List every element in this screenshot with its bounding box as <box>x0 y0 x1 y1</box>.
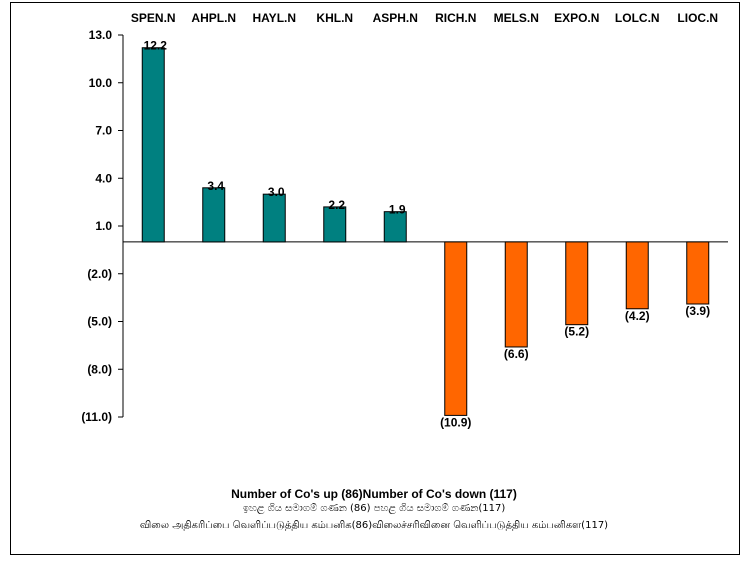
category-label: AHPL.N <box>191 11 236 25</box>
bar <box>504 241 528 348</box>
value-label: (10.9) <box>440 415 471 429</box>
y-tick-label: (8.0) <box>87 362 112 376</box>
summary-english: Number of Co's up (86)Number of Co's dow… <box>231 487 517 501</box>
category-label: SPEN.N <box>131 11 176 25</box>
bar <box>444 241 468 416</box>
summary-sinhala: ඉහළ ගිය සමාගම් ගණන (86) පහළ ගිය සමාගම් ග… <box>242 503 506 514</box>
value-label: 2.2 <box>328 198 345 212</box>
bar <box>625 241 649 310</box>
value-label: 3.4 <box>207 179 224 193</box>
bar <box>383 211 407 243</box>
value-label: 12.2 <box>144 39 168 53</box>
y-tick-label: (11.0) <box>81 410 112 424</box>
category-label: KHL.N <box>316 11 353 25</box>
bar <box>565 241 589 326</box>
category-label: LOLC.N <box>615 11 660 25</box>
bar <box>202 187 226 243</box>
y-tick-label: 7.0 <box>95 124 112 138</box>
value-label: (3.9) <box>685 304 710 318</box>
category-label: MELS.N <box>494 11 539 25</box>
value-label: (4.2) <box>625 309 650 323</box>
y-tick-label: 1.0 <box>95 219 112 233</box>
y-tick-label: (2.0) <box>87 267 112 281</box>
bar <box>323 206 347 243</box>
bar <box>141 47 165 243</box>
y-tick-label: 4.0 <box>95 171 112 185</box>
bar <box>686 241 710 305</box>
category-label: HAYL.N <box>252 11 296 25</box>
y-tick-label: (5.0) <box>87 315 112 329</box>
y-tick-label: 13.0 <box>89 28 113 42</box>
category-label: EXPO.N <box>554 11 599 25</box>
value-label: 1.9 <box>389 203 406 217</box>
category-label: ASPH.N <box>373 11 418 25</box>
value-label: (6.6) <box>504 347 529 361</box>
chart-frame <box>10 2 740 555</box>
category-label: LIOC.N <box>677 11 718 25</box>
value-label: (5.2) <box>564 325 589 339</box>
y-tick-label: 10.0 <box>89 76 113 90</box>
bar <box>262 193 286 243</box>
category-label: RICH.N <box>435 11 476 25</box>
summary-tamil: விலை அதிகரிப்பை வெளிப்படுத்திய கம்பனிக(8… <box>139 520 609 531</box>
value-label: 3.0 <box>268 185 285 199</box>
